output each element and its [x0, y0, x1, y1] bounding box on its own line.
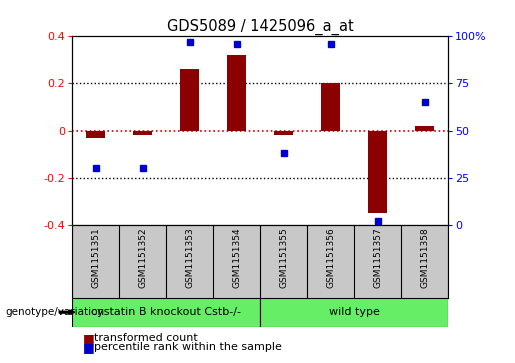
- Bar: [274, 131, 293, 135]
- Text: GSM1151351: GSM1151351: [91, 227, 100, 288]
- Text: GSM1151353: GSM1151353: [185, 227, 194, 288]
- Text: ■: ■: [82, 332, 94, 345]
- Text: GSM1151354: GSM1151354: [232, 227, 241, 288]
- Bar: [133, 131, 152, 135]
- Text: ■: ■: [82, 341, 94, 354]
- Bar: [227, 55, 246, 131]
- Text: GSM1151356: GSM1151356: [326, 227, 335, 288]
- Bar: [415, 126, 434, 131]
- Bar: [368, 131, 387, 213]
- Text: wild type: wild type: [329, 307, 380, 317]
- Text: percentile rank within the sample: percentile rank within the sample: [94, 342, 282, 352]
- Text: transformed count: transformed count: [94, 333, 197, 343]
- Text: genotype/variation: genotype/variation: [5, 307, 104, 317]
- Title: GDS5089 / 1425096_a_at: GDS5089 / 1425096_a_at: [167, 19, 353, 35]
- Bar: [72, 298, 260, 327]
- Bar: [180, 69, 199, 131]
- Text: GSM1151357: GSM1151357: [373, 227, 382, 288]
- Bar: [321, 83, 340, 131]
- Text: GSM1151352: GSM1151352: [138, 227, 147, 288]
- Text: cystatin B knockout Cstb-/-: cystatin B knockout Cstb-/-: [91, 307, 241, 317]
- Text: GSM1151355: GSM1151355: [279, 227, 288, 288]
- Bar: [86, 131, 105, 138]
- Text: GSM1151358: GSM1151358: [420, 227, 429, 288]
- Bar: [260, 298, 448, 327]
